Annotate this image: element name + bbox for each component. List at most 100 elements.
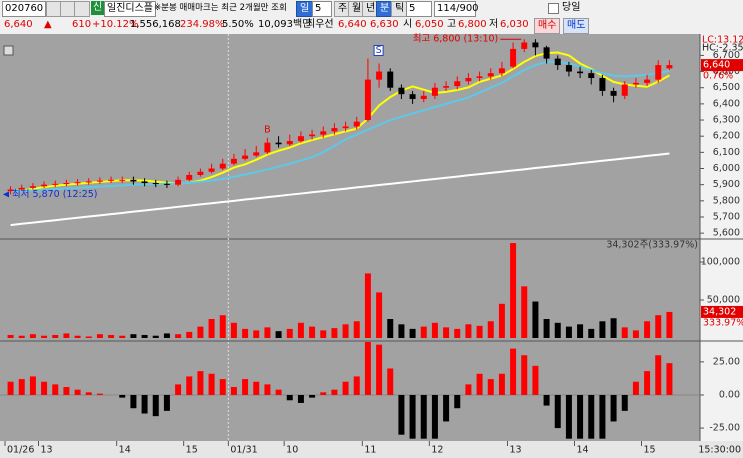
volume-bar: [96, 334, 103, 338]
volume-bar: [331, 328, 338, 338]
oscillator-bar: [186, 376, 193, 395]
time-label: 15:30:00: [698, 445, 741, 456]
oscillator-bar: [666, 363, 673, 395]
oscillator-bar: [320, 392, 327, 395]
candle-body: [376, 71, 383, 80]
candle-body: [29, 186, 36, 188]
candle-body: [465, 78, 472, 82]
candle-body: [253, 152, 260, 156]
interval[interactable]: 5: [406, 1, 432, 17]
turnover: 5.50%: [222, 19, 254, 30]
candle-body: [577, 71, 584, 74]
oscillator-bar: [275, 389, 282, 395]
oscillator-bar: [286, 394, 293, 401]
volume-bar: [543, 319, 550, 338]
volume-bar: [632, 330, 639, 338]
low-arrow: [3, 191, 9, 198]
high: 6,800: [458, 19, 487, 30]
period-day[interactable]: 일: [296, 1, 314, 17]
oscillator-bar: [588, 394, 595, 439]
volume-bar: [264, 327, 271, 338]
x-tick-label: 01/31: [230, 445, 257, 456]
volume-bar: [454, 328, 461, 338]
oscillator-bar: [96, 393, 103, 395]
price: 6,640: [4, 19, 33, 30]
candle-body: [610, 90, 617, 96]
checkbox[interactable]: [548, 3, 559, 14]
volume-bar: [309, 326, 316, 338]
volume-bar: [376, 292, 383, 338]
volume-bar: [208, 319, 215, 338]
volume-bar: [666, 311, 673, 338]
oscillator-bar: [376, 344, 383, 395]
volume-bar: [431, 322, 438, 338]
candle-body: [309, 134, 316, 137]
oscillator-bar: [85, 392, 92, 395]
oscillator-bar: [532, 365, 539, 395]
volume-bar: [219, 315, 226, 338]
volume-bar: [85, 336, 92, 338]
last-pct: 0.76%: [703, 71, 733, 82]
volume-bar: [18, 335, 25, 338]
x-tick-label: 10: [286, 445, 298, 456]
plus-button[interactable]: [3, 45, 14, 56]
y-tick-label: 6,200: [713, 131, 740, 142]
candle-body: [242, 155, 249, 159]
volume-bar: [230, 322, 237, 338]
volume-bar: [119, 335, 126, 338]
x-tick-label: 11: [364, 445, 376, 456]
volume-header: 34,302주(333.97%): [606, 240, 698, 251]
low: 6,030: [500, 19, 529, 30]
oscillator-bar: [554, 394, 561, 429]
candle-body: [588, 73, 595, 79]
candle-body: [532, 42, 539, 48]
oscillator-bar: [465, 384, 472, 395]
volume-bar: [565, 326, 572, 338]
candle-body: [510, 48, 517, 67]
low-note: 최저 5,870 (12:25): [12, 189, 98, 200]
x-tick-label: 14: [577, 445, 589, 456]
oscillator-bar: [219, 379, 226, 395]
volume-bar: [74, 335, 81, 338]
candle-body: [498, 68, 505, 74]
x-tick-label: 15: [186, 445, 198, 456]
moving-average: [10, 152, 670, 227]
volume-ratio: 234.98%: [180, 19, 225, 30]
volume-last-box: [701, 305, 743, 318]
last-box: [701, 59, 743, 72]
volume-bar: [242, 328, 249, 338]
candle-body: [108, 179, 115, 181]
oscillator-bar: [264, 384, 271, 395]
volume-bar: [521, 286, 528, 338]
y-tick-label: 6,400: [713, 98, 740, 109]
x-tick-label: 01/26: [7, 445, 34, 456]
y-tick-label: 6,100: [713, 147, 740, 158]
x-tick-label: 15: [644, 445, 656, 456]
day-count[interactable]: 5: [312, 1, 332, 17]
candle-body: [454, 81, 461, 87]
volume-bar: [108, 334, 115, 338]
candle-body: [52, 183, 59, 185]
candle-body: [521, 42, 528, 49]
candle-body: [275, 142, 282, 145]
candle-body: [141, 181, 148, 184]
volume-bar: [342, 324, 349, 338]
x-tick-label: 12: [431, 445, 443, 456]
y-tick-label: 100,000: [701, 257, 740, 268]
volume-bar: [130, 334, 137, 338]
y-tick-label: 6,500: [713, 82, 740, 93]
volume-bar: [52, 334, 59, 338]
stock-code[interactable]: 020760: [2, 1, 46, 17]
oscillator-bar: [297, 394, 304, 403]
count: 114/900: [434, 1, 479, 17]
best-label: 최우선: [306, 19, 334, 30]
oscillator-bar: [610, 394, 617, 422]
oscillator-bar: [242, 379, 249, 395]
oscillator-bar: [52, 384, 59, 395]
sell-button[interactable]: 매도: [563, 18, 590, 34]
buy-button[interactable]: 매수: [534, 18, 561, 34]
icon[interactable]: [74, 1, 90, 17]
hc-label: HC:-2.35: [702, 43, 743, 54]
candle-body: [41, 184, 48, 187]
